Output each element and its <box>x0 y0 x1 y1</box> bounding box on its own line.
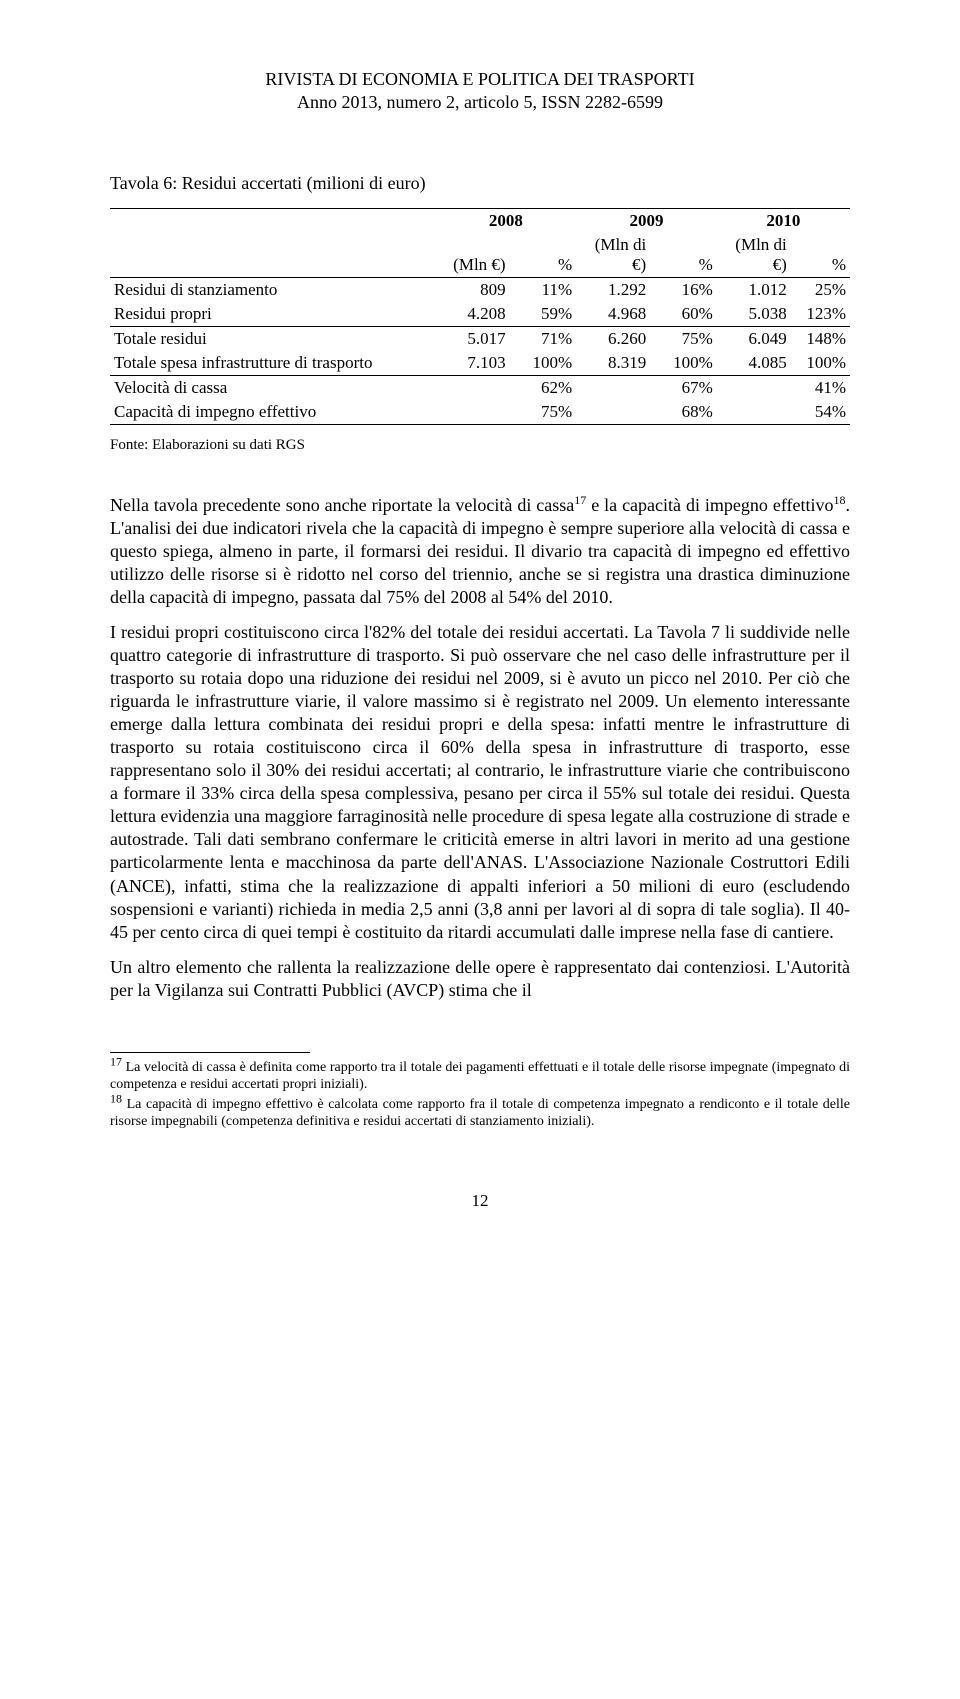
table-row: Capacità di impegno effettivo 75% 68% 54… <box>110 400 850 425</box>
cell <box>717 376 791 401</box>
footnote-text: La capacità di impegno effettivo è calco… <box>110 1097 850 1130</box>
data-table: 2008 2009 2010 (Mln €) % (Mln di €) % (M… <box>110 208 850 425</box>
journal-title: RIVISTA DI ECONOMIA E POLITICA DEI TRASP… <box>110 68 850 91</box>
cell: 6.260 <box>576 327 650 352</box>
cell: 148% <box>791 327 850 352</box>
cell: 75% <box>650 327 717 352</box>
cell: 62% <box>510 376 577 401</box>
footnotes: 17 La velocità di cassa è definita come … <box>110 1059 850 1131</box>
footnote-separator <box>110 1052 310 1053</box>
cell: 71% <box>510 327 577 352</box>
table-year-row: 2008 2009 2010 <box>110 209 850 234</box>
cell: 4.968 <box>576 302 650 327</box>
footnote-ref-17: 17 <box>574 493 586 507</box>
cell: 75% <box>510 400 577 425</box>
paragraph-2: I residui propri costituiscono circa l'8… <box>110 621 850 943</box>
row-label: Totale spesa infrastrutture di trasporto <box>110 351 436 376</box>
table-row: Totale residui 5.017 71% 6.260 75% 6.049… <box>110 327 850 352</box>
cell: 60% <box>650 302 717 327</box>
unit-header: % <box>650 233 717 278</box>
cell: 41% <box>791 376 850 401</box>
cell: 5.038 <box>717 302 791 327</box>
cell: 11% <box>510 278 577 303</box>
cell: 100% <box>650 351 717 376</box>
row-label: Residui di stanziamento <box>110 278 436 303</box>
unit-header: % <box>791 233 850 278</box>
cell: 809 <box>436 278 510 303</box>
cell: 5.017 <box>436 327 510 352</box>
unit-header: (Mln €) <box>436 233 510 278</box>
unit-header: % <box>510 233 577 278</box>
cell <box>717 400 791 425</box>
row-label: Velocità di cassa <box>110 376 436 401</box>
footnote-num: 18 <box>110 1091 122 1105</box>
cell: 100% <box>791 351 850 376</box>
footnote-18: 18 La capacità di impegno effettivo è ca… <box>110 1096 850 1131</box>
body-text: Nella tavola precedente sono anche ripor… <box>110 494 850 1002</box>
page-header: RIVISTA DI ECONOMIA E POLITICA DEI TRASP… <box>110 68 850 113</box>
cell: 67% <box>650 376 717 401</box>
footnote-ref-18: 18 <box>833 493 845 507</box>
cell: 4.085 <box>717 351 791 376</box>
cell: 8.319 <box>576 351 650 376</box>
table-source: Fonte: Elaborazioni su dati RGS <box>110 437 850 454</box>
year-2008: 2008 <box>436 209 577 234</box>
row-label: Residui propri <box>110 302 436 327</box>
footnote-text: La velocità di cassa è definita come rap… <box>110 1060 850 1093</box>
cell <box>436 376 510 401</box>
table-unit-row: (Mln €) % (Mln di €) % (Mln di €) % <box>110 233 850 278</box>
cell <box>436 400 510 425</box>
cell: 54% <box>791 400 850 425</box>
text-span: e la capacità di impegno effettivo <box>586 495 833 515</box>
cell: 7.103 <box>436 351 510 376</box>
cell: 68% <box>650 400 717 425</box>
cell: 16% <box>650 278 717 303</box>
cell: 1.012 <box>717 278 791 303</box>
unit-header: (Mln di €) <box>576 233 650 278</box>
row-label: Capacità di impegno effettivo <box>110 400 436 425</box>
cell: 1.292 <box>576 278 650 303</box>
unit-header: (Mln di €) <box>717 233 791 278</box>
table-row: Totale spesa infrastrutture di trasporto… <box>110 351 850 376</box>
cell: 4.208 <box>436 302 510 327</box>
cell: 123% <box>791 302 850 327</box>
issue-line: Anno 2013, numero 2, articolo 5, ISSN 22… <box>110 91 850 114</box>
row-label: Totale residui <box>110 327 436 352</box>
paragraph-1: Nella tavola precedente sono anche ripor… <box>110 494 850 609</box>
cell: 6.049 <box>717 327 791 352</box>
footnote-17: 17 La velocità di cassa è definita come … <box>110 1059 850 1094</box>
cell: 59% <box>510 302 577 327</box>
page-number: 12 <box>110 1191 850 1211</box>
year-2009: 2009 <box>576 209 717 234</box>
table-title: Tavola 6: Residui accertati (milioni di … <box>110 173 850 194</box>
cell: 25% <box>791 278 850 303</box>
footnote-num: 17 <box>110 1054 122 1068</box>
text-span: Nella tavola precedente sono anche ripor… <box>110 495 574 515</box>
cell <box>576 376 650 401</box>
cell <box>576 400 650 425</box>
cell: 100% <box>510 351 577 376</box>
paragraph-3: Un altro elemento che rallenta la realiz… <box>110 956 850 1002</box>
year-2010: 2010 <box>717 209 850 234</box>
table-row: Residui di stanziamento 809 11% 1.292 16… <box>110 278 850 303</box>
table-row: Velocità di cassa 62% 67% 41% <box>110 376 850 401</box>
table-row: Residui propri 4.208 59% 4.968 60% 5.038… <box>110 302 850 327</box>
